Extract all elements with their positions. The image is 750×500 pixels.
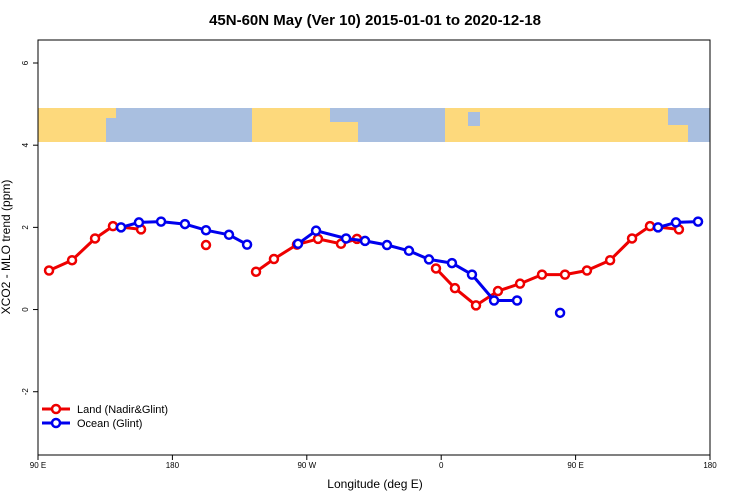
data-point	[200, 239, 212, 251]
data-point	[200, 224, 212, 236]
x-tick-label: 90 E	[567, 461, 583, 470]
data-point	[133, 217, 145, 228]
data-point	[179, 218, 191, 230]
y-tick-label: 4	[21, 142, 30, 147]
data-point	[466, 269, 478, 280]
data-point	[470, 300, 482, 311]
legend-marker	[50, 403, 62, 415]
x-tick-label: 0	[439, 461, 444, 470]
data-point	[670, 217, 682, 228]
data-point	[604, 254, 616, 266]
data-point	[310, 225, 322, 236]
x-tick-label: 90 E	[30, 461, 46, 470]
data-point	[559, 269, 571, 280]
data-point	[488, 295, 500, 306]
legend-label: Land (Nadir&Glint)	[77, 404, 168, 416]
data-point	[536, 269, 548, 280]
data-point	[644, 220, 656, 232]
data-point	[511, 295, 523, 306]
data-point	[43, 265, 55, 276]
data-point	[430, 263, 442, 274]
data-point	[626, 233, 638, 244]
x-tick-label: 90 W	[297, 461, 316, 470]
data-point	[446, 257, 458, 269]
data-point	[89, 233, 101, 244]
y-tick-label: 6	[21, 60, 30, 65]
data-point	[223, 229, 235, 241]
x-axis-label: Longitude (deg E)	[327, 477, 422, 491]
data-point	[423, 254, 435, 265]
data-point	[66, 254, 78, 266]
legend-label: Ocean (Glint)	[77, 418, 142, 430]
data-point	[449, 282, 461, 294]
land	[668, 125, 688, 142]
data-point	[250, 266, 262, 277]
plot-frame	[37, 39, 711, 456]
y-tick-label: 0	[21, 307, 30, 312]
land	[330, 122, 358, 142]
chart-title: 45N-60N May (Ver 10) 2015-01-01 to 2020-…	[209, 12, 541, 29]
y-axis-label: XCO2 - MLO trend (ppm)	[0, 180, 13, 315]
data-point	[340, 233, 352, 244]
data-point	[581, 265, 593, 276]
sea	[468, 112, 480, 126]
data-point	[652, 222, 664, 233]
data-point	[115, 222, 127, 233]
data-point	[155, 216, 167, 227]
data-point	[514, 278, 526, 289]
data-point	[359, 235, 371, 247]
x-tick-label: 180	[166, 461, 180, 470]
data-point	[492, 285, 504, 297]
data-point	[554, 307, 566, 319]
data-point	[312, 233, 324, 245]
map-band	[38, 108, 710, 142]
y-tick-label: 2	[21, 225, 30, 230]
data-point	[692, 216, 704, 227]
land	[500, 108, 668, 142]
data-point	[268, 253, 280, 265]
data-point	[107, 220, 119, 232]
land	[106, 108, 116, 118]
data-point	[381, 239, 393, 251]
legend-marker	[50, 417, 62, 429]
land	[252, 108, 330, 142]
land	[38, 108, 106, 142]
data-point	[403, 245, 415, 257]
data-point	[241, 239, 253, 250]
y-tick-label: -2	[21, 388, 30, 396]
data-point	[292, 238, 304, 250]
x-tick-label: 180	[703, 461, 717, 470]
